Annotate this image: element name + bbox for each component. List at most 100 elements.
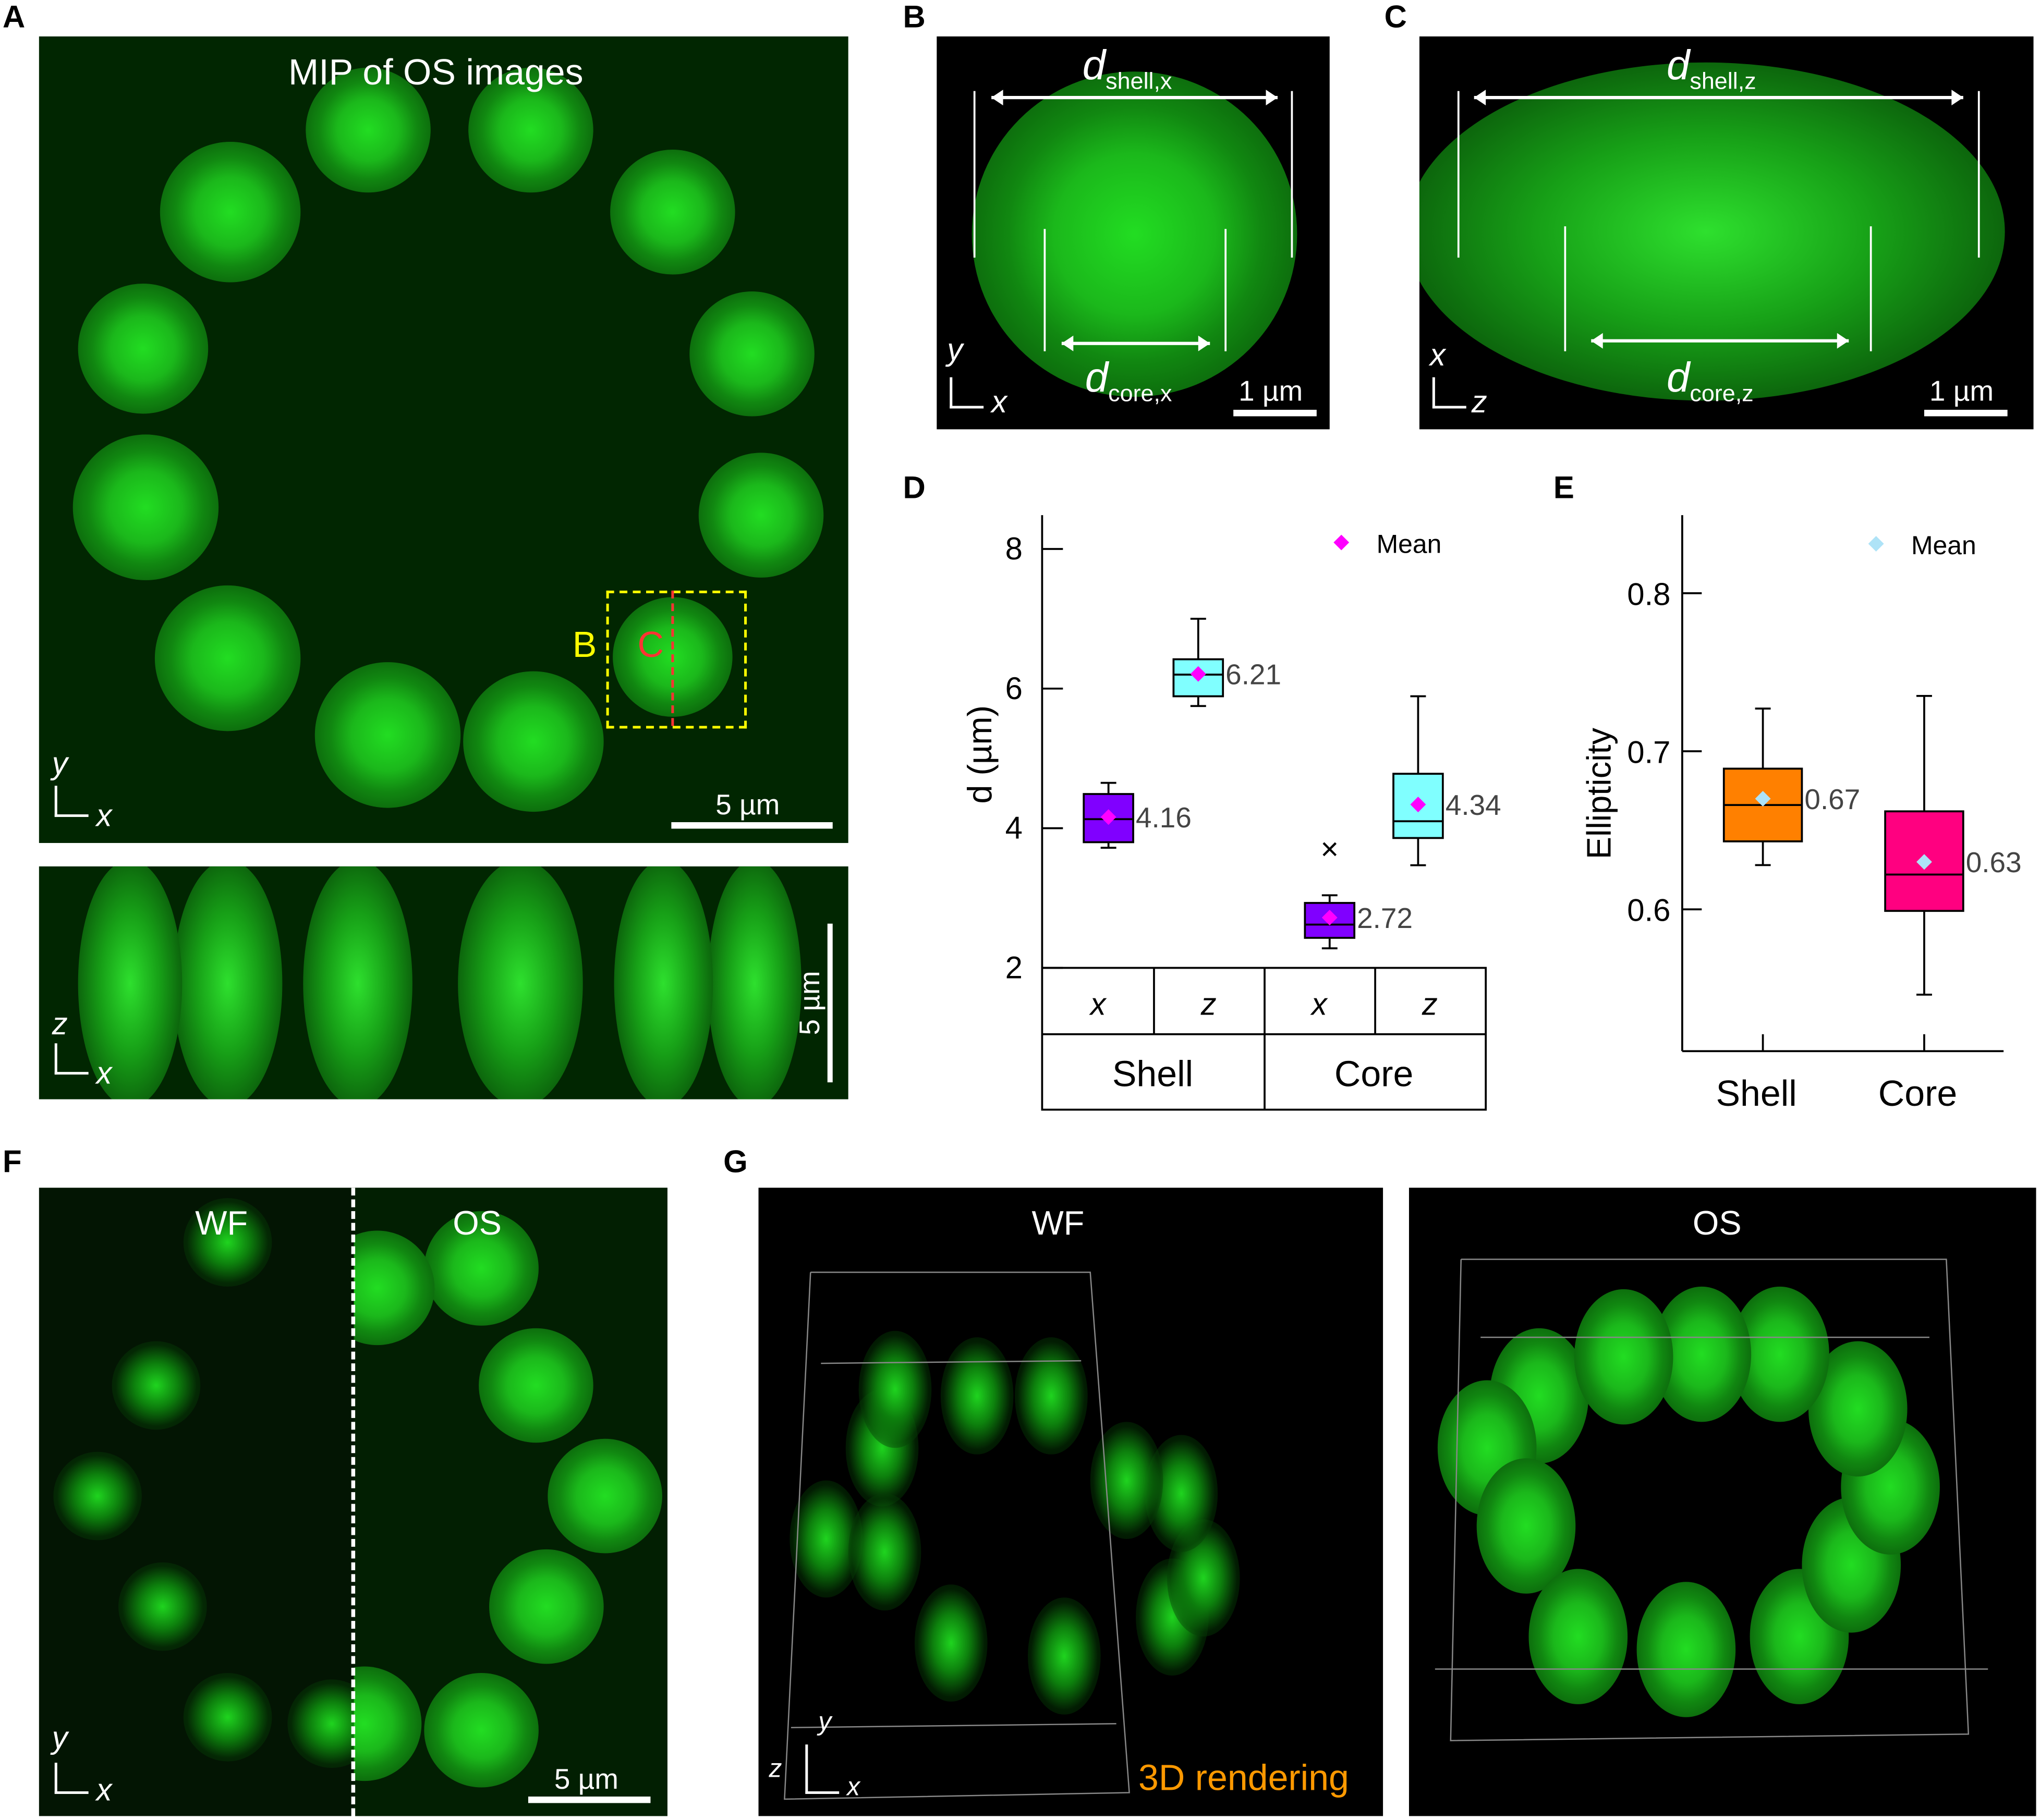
axis-y-label: y (52, 747, 68, 782)
d-y-axis-label: d (µm) (961, 705, 999, 804)
panel-label-e: E (1553, 471, 1574, 506)
e-legend-marker (1868, 536, 1884, 552)
caption-3d-rendering: 3D rendering (1138, 1757, 1349, 1798)
cell (614, 866, 713, 1100)
d-box-mean-label: 4.34 (1446, 789, 1501, 821)
cell (914, 1584, 988, 1702)
cell (548, 1438, 662, 1554)
axes-arrow-icon (950, 377, 984, 409)
cell (1015, 1337, 1088, 1455)
region-box-b (606, 590, 747, 729)
bounding-box-wireframe (784, 1272, 1130, 1800)
axes-arrow-icon (1432, 377, 1466, 409)
d-box-outlier: × (1320, 832, 1339, 866)
e-legend-label: Mean (1911, 531, 1976, 560)
axis-y-label: y (818, 1708, 832, 1737)
shell-z-label: dshell,z (1667, 42, 1756, 95)
axis-x-label: x (991, 385, 1007, 420)
cell (848, 1493, 921, 1611)
cell (354, 1666, 422, 1781)
cell (463, 671, 604, 812)
panel-label-f: F (2, 1144, 22, 1180)
cell (354, 1230, 435, 1346)
scale-bar-label: 5 µm (715, 788, 780, 821)
panel-label-c: C (1384, 0, 1407, 35)
subscript: shell,x (1106, 68, 1172, 94)
scale-bar-label: 1 µm (1238, 374, 1303, 408)
d-table-group-label: Core (1334, 1054, 1413, 1094)
axis-x-label: x (96, 1773, 112, 1809)
panel-label-d: D (903, 471, 926, 506)
scale-bar (1233, 410, 1317, 417)
line-c (671, 590, 674, 726)
e-y-tick-label: 0.6 (1627, 893, 1670, 928)
e-y-tick-label: 0.8 (1627, 577, 1670, 612)
cell (424, 1672, 539, 1788)
cell (154, 585, 301, 731)
cell (183, 1198, 272, 1287)
e-box-mean-label: 0.67 (1804, 783, 1860, 815)
mip-title: MIP of OS images (288, 52, 584, 93)
cell (708, 866, 802, 1100)
e-box-mean-marker (1755, 791, 1771, 807)
cell (1636, 1582, 1736, 1717)
measurement-overlay (1457, 90, 1980, 351)
scale-bar (528, 1797, 651, 1803)
subscript: shell,z (1690, 68, 1756, 94)
d-symbol: d (1666, 41, 1690, 89)
scale-bar (827, 923, 833, 1083)
d-table-axis-label: z (1200, 986, 1217, 1021)
d-box-mean-label: 6.21 (1225, 658, 1281, 691)
cell (1027, 1597, 1101, 1715)
cell (112, 1341, 201, 1430)
d-table-axis-label: z (1422, 986, 1438, 1021)
cell (1419, 62, 2005, 401)
scale-bar (671, 822, 833, 829)
subscript: core,z (1690, 380, 1754, 407)
cell (610, 149, 735, 275)
scale-bar-label: 5 µm (554, 1763, 618, 1795)
axes-arrow-icon (805, 1744, 840, 1794)
d-symbol: d (1085, 353, 1109, 401)
d-symbol: d (1082, 41, 1106, 89)
d-box-mean-label: 4.16 (1136, 801, 1192, 834)
cell (698, 453, 824, 578)
cell (424, 1211, 539, 1326)
e-box-mean-marker (1916, 854, 1932, 870)
axes-arrow-icon (54, 1763, 89, 1794)
subscript: core,x (1108, 380, 1172, 407)
xz-image: z x 5 µm (39, 866, 848, 1100)
bounding-box-wireframe (1435, 1259, 1988, 1741)
d-box-box (1172, 658, 1224, 698)
divider-line (351, 1188, 356, 1816)
axes-arrow-icon (54, 1043, 89, 1075)
label-c: C (637, 624, 664, 665)
cell (940, 1337, 1014, 1455)
e-x-tick-label: Shell (1716, 1073, 1796, 1114)
panel-label-a: A (2, 0, 26, 35)
cell (53, 1451, 142, 1541)
axes-arrow-icon (54, 786, 89, 817)
d-y-tick-label: 8 (1005, 531, 1023, 566)
axis-y-label: y (947, 333, 963, 369)
d-y-tick-label: 6 (1005, 671, 1023, 706)
d-symbol: d (1666, 353, 1690, 401)
d-legend-label: Mean (1377, 529, 1442, 558)
cell (72, 434, 219, 580)
axis-z-label: z (769, 1755, 782, 1784)
cell (1574, 1289, 1673, 1425)
e-x-tick-label: Core (1878, 1073, 1957, 1114)
axis-z-label: z (1471, 385, 1487, 420)
os-half (354, 1188, 667, 1816)
d-box-box (1083, 793, 1134, 844)
cell (173, 866, 283, 1100)
wf-label: WF (1031, 1203, 1085, 1243)
os-3d-rendering: OS (1408, 1188, 2036, 1816)
cell (858, 1330, 932, 1448)
panel-label-g: G (723, 1144, 748, 1180)
e-y-tick-label: 0.7 (1627, 735, 1670, 769)
core-z-label: dcore,z (1667, 354, 1754, 408)
d-y-tick-label: 2 (1005, 950, 1023, 985)
wf-3d-rendering: WF 3D rendering y z x (758, 1188, 1383, 1816)
scale-bar-label: 1 µm (1929, 374, 1994, 408)
